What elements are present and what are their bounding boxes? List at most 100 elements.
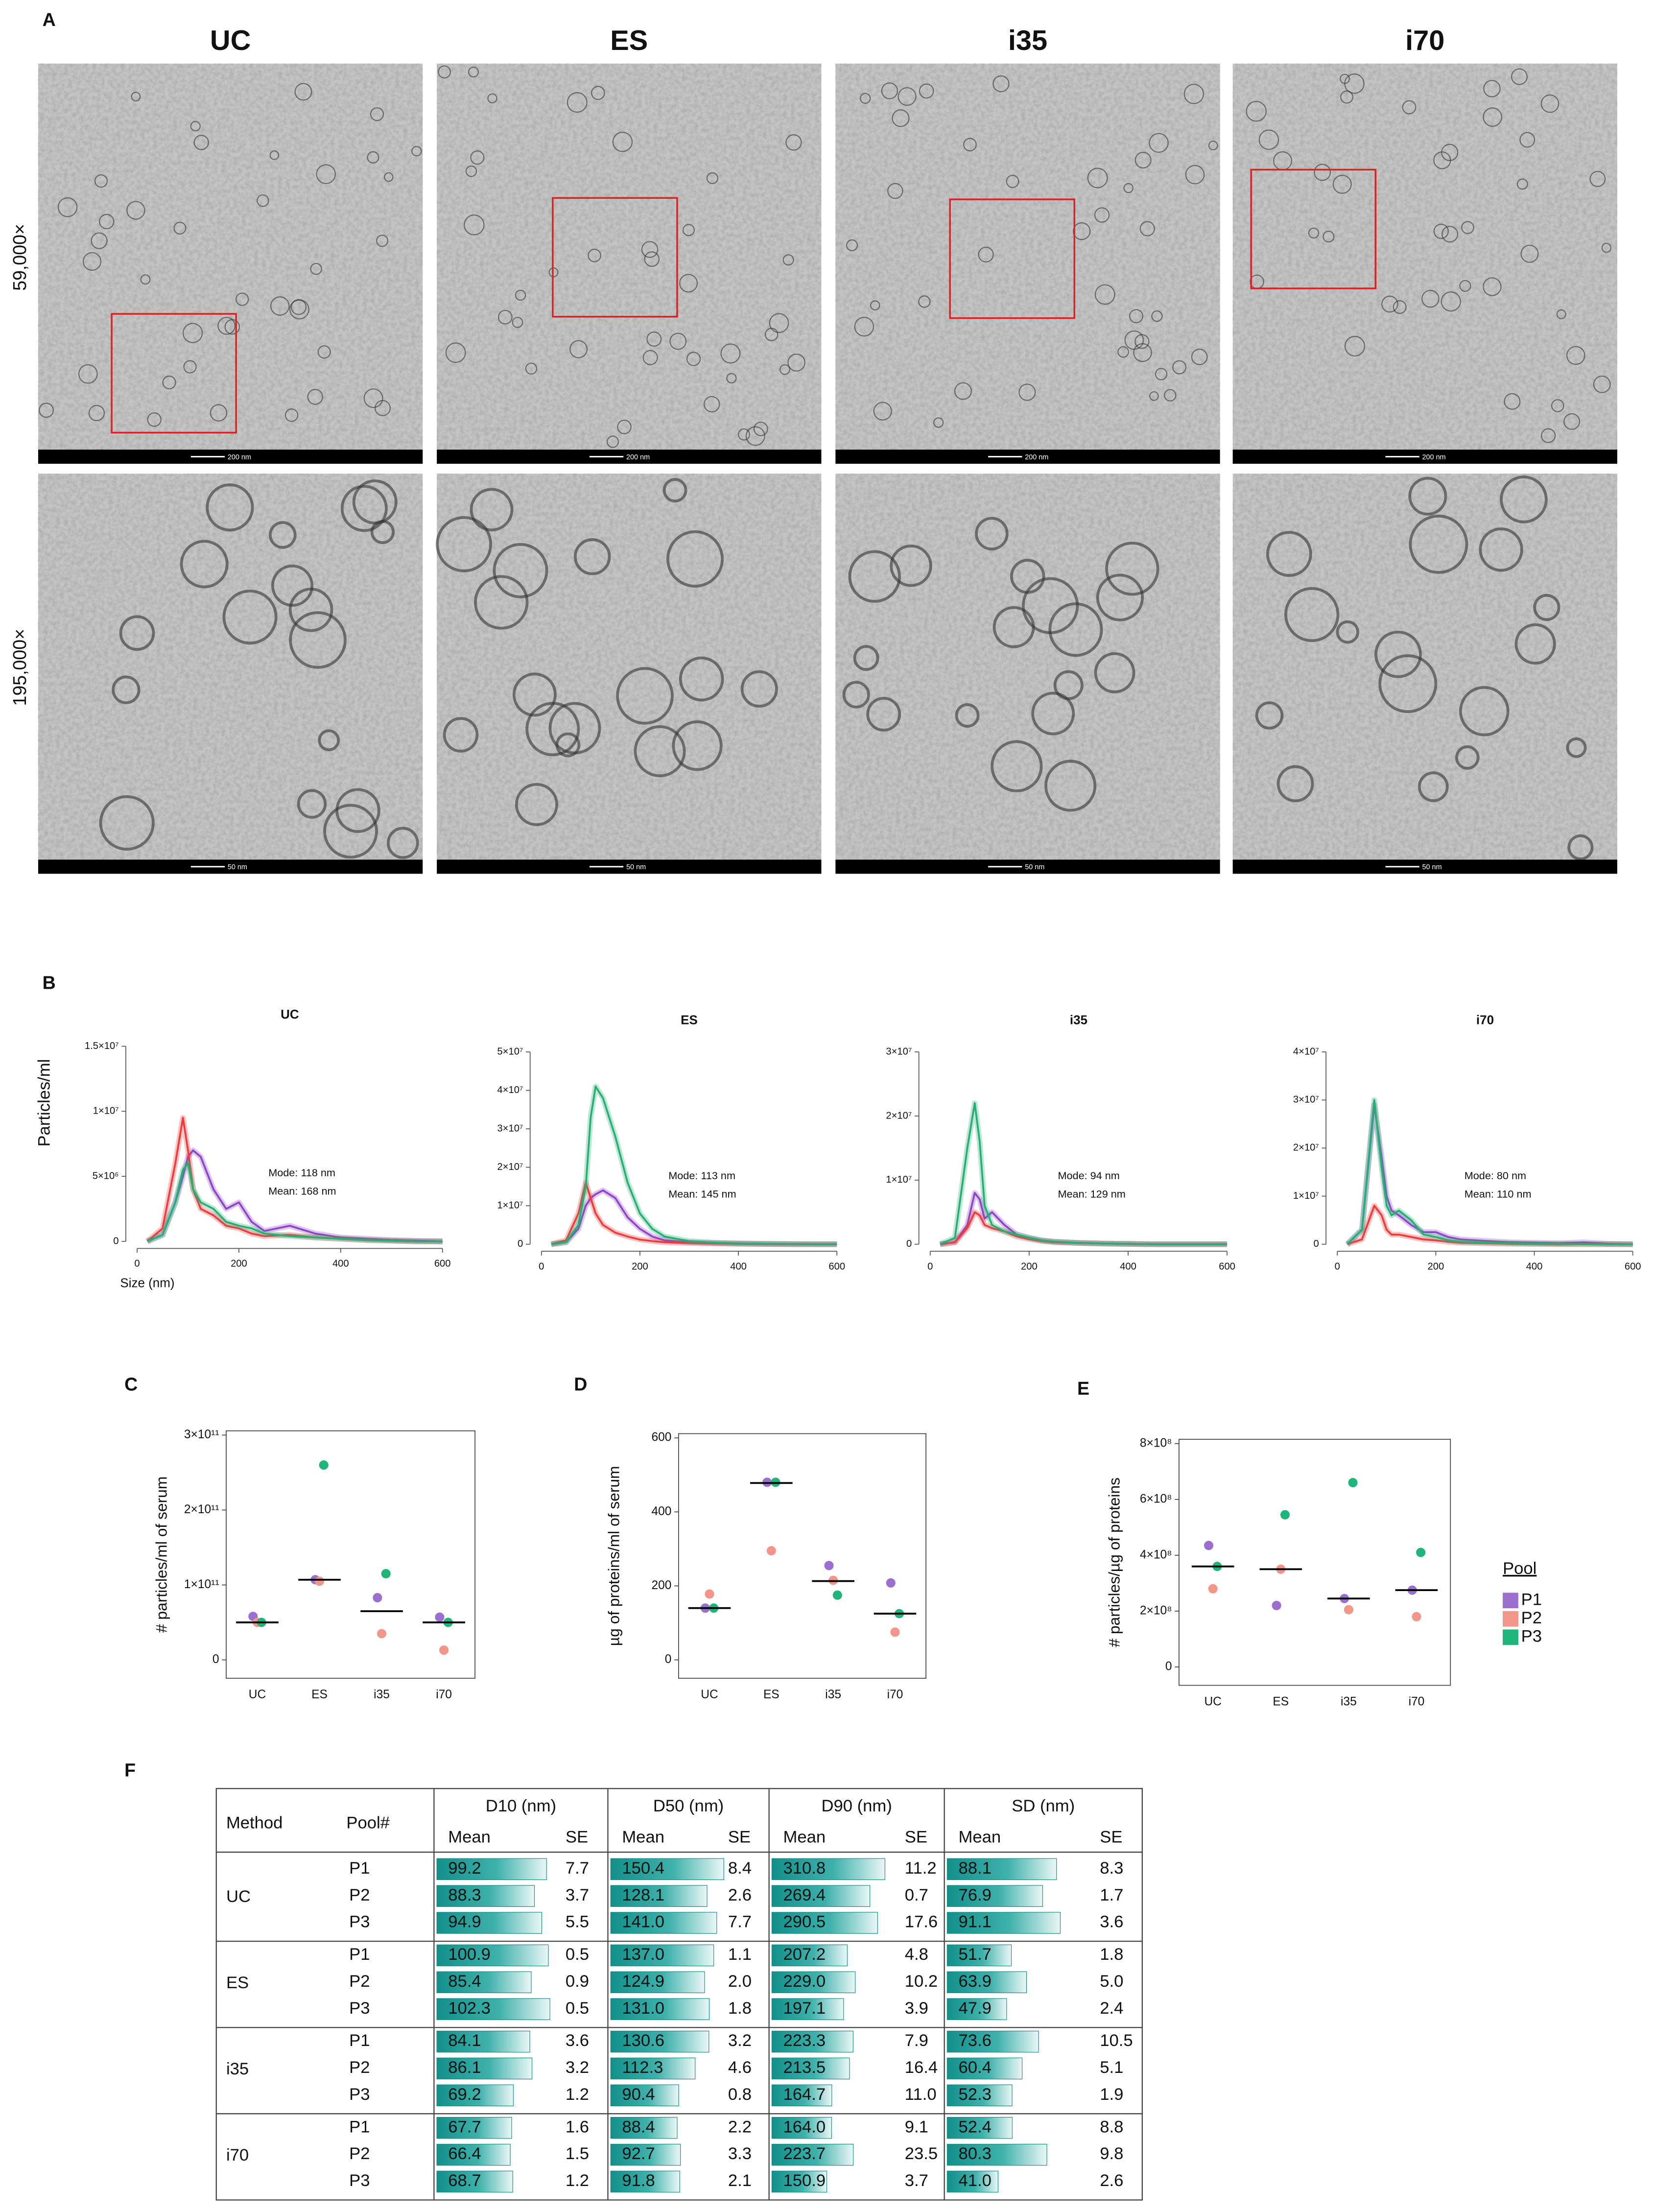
vesicle [126, 201, 145, 220]
dot [377, 1629, 387, 1639]
vesicle [641, 241, 659, 258]
vesicle [1044, 760, 1097, 812]
vesicle [112, 675, 141, 704]
table-bar [610, 2117, 678, 2139]
table-se: 1.2 [566, 2171, 589, 2190]
vesicle [672, 720, 723, 771]
dot [439, 1645, 449, 1655]
table-mean: 164.0 [783, 2117, 826, 2136]
vesicle [1441, 226, 1459, 243]
vesicle [307, 389, 323, 405]
series-band [551, 1083, 837, 1247]
table-se: 1.8 [728, 1999, 752, 2018]
table-bar [610, 1885, 708, 1907]
y-tick-label: 6×10⁸ [1140, 1492, 1172, 1505]
vesicle [271, 564, 314, 607]
table-mean: 223.3 [783, 2031, 826, 2050]
table-bar [771, 1998, 844, 2020]
vesicle [335, 788, 380, 833]
vesicle [975, 517, 1009, 550]
table-mean: 310.8 [783, 1859, 826, 1878]
vesicle [284, 408, 299, 422]
y-tick-label: 200 [651, 1579, 671, 1592]
table-mean: 94.9 [448, 1913, 481, 1931]
inset-box [949, 198, 1075, 319]
vesicle [190, 120, 201, 132]
vesicle [1519, 132, 1536, 148]
column-header: i35 [1008, 25, 1047, 56]
vesicle [443, 717, 479, 753]
x-axis-label: Size (nm) [120, 1275, 174, 1290]
vesicle [323, 804, 378, 859]
dot [832, 1590, 842, 1600]
table-bar [946, 1944, 1012, 1967]
table-se: 3.6 [566, 2031, 589, 2050]
inset-box [1250, 168, 1376, 289]
table-bar [946, 2170, 998, 2193]
vesicle [1540, 428, 1556, 443]
micrograph-texture [835, 474, 1220, 860]
table-pool: P3 [349, 1999, 370, 2018]
vesicle [764, 328, 779, 341]
table-group-header: D10 (nm) [486, 1797, 556, 1815]
micrograph-texture [437, 63, 822, 450]
vesicle [634, 725, 686, 778]
vesicle [257, 194, 269, 207]
vesicle [682, 224, 695, 237]
magnification-label: 195,000× [9, 629, 30, 706]
y-tick-label: 1×10⁷ [1293, 1190, 1319, 1201]
dot [1416, 1547, 1426, 1557]
table-se: 0.5 [566, 1945, 589, 1964]
vesicle [890, 544, 932, 587]
table-subheader: Mean [448, 1828, 491, 1846]
table-se: 3.2 [566, 2058, 589, 2077]
vesicle [1340, 73, 1350, 84]
vesicle [317, 345, 331, 359]
vesicle [470, 488, 514, 532]
table-se: 2.2 [728, 2117, 752, 2136]
table-subheader: Mean [622, 1828, 664, 1846]
vesicle [1459, 686, 1510, 737]
vesicle [1601, 242, 1612, 253]
vesicle [340, 485, 388, 532]
table-mean: 41.0 [959, 2171, 992, 2190]
table-se: 10.2 [905, 1972, 938, 1991]
scale-bar-strip [437, 859, 822, 874]
dot [1280, 1510, 1290, 1520]
vesicle [210, 404, 228, 422]
panel-label: A [43, 9, 56, 30]
dot [1208, 1584, 1218, 1594]
table-mean: 131.0 [622, 1999, 664, 2018]
table-se: 17.6 [905, 1913, 938, 1931]
x-tick-label: 400 [1120, 1261, 1136, 1272]
table-se: 5.1 [1100, 2058, 1123, 2077]
vesicle [1483, 80, 1501, 97]
table-se: 3.7 [905, 2171, 928, 2190]
table-mean: 84.1 [448, 2031, 481, 2050]
vesicle [745, 426, 765, 446]
table-bar [771, 1912, 878, 1934]
dot [373, 1593, 382, 1603]
table-mean: 63.9 [959, 1972, 992, 1991]
vesicle [1139, 221, 1155, 237]
vesicle [933, 417, 944, 428]
vesicle [525, 362, 538, 375]
vesicle [316, 164, 336, 184]
magnification-label: 59,000× [9, 224, 30, 291]
table-bar [436, 2057, 533, 2080]
table-mean: 99.2 [448, 1859, 481, 1878]
vesicle [1540, 94, 1559, 113]
vesicle [99, 795, 155, 851]
vesicle [39, 403, 54, 418]
table-se: 8.4 [728, 1859, 752, 1878]
micrograph-texture [437, 474, 822, 860]
vesicle [1149, 133, 1169, 153]
vesicle [606, 435, 619, 448]
micrograph-texture [1232, 474, 1617, 860]
vesicle [1072, 222, 1091, 240]
vesicle [859, 93, 871, 104]
plot-frame [1179, 1439, 1451, 1686]
scale-bar-label: 200 nm [626, 453, 650, 461]
vesicle [963, 138, 977, 152]
vesicle [474, 575, 529, 630]
